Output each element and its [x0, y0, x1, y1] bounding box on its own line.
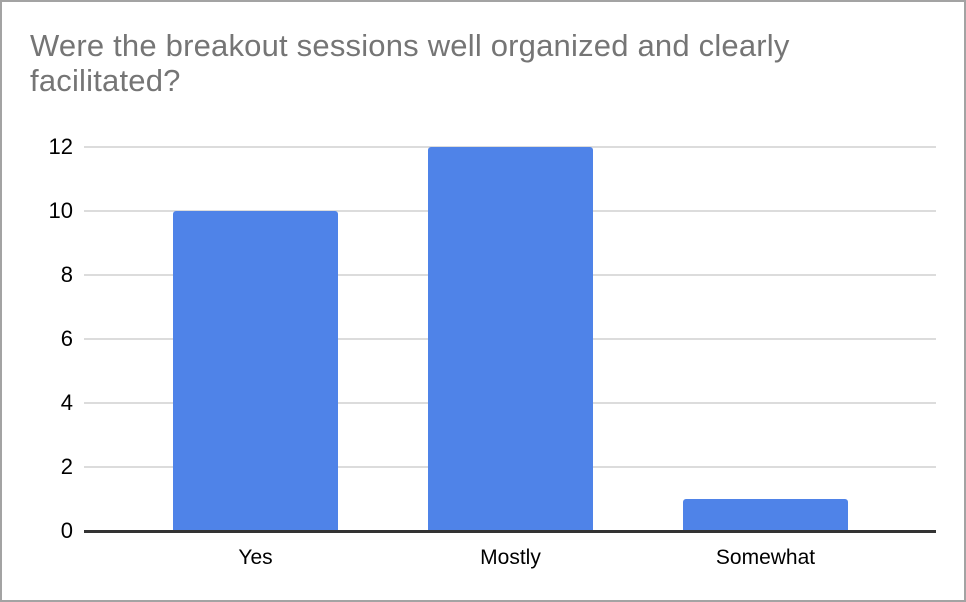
y-tick-label: 6 — [60, 326, 73, 351]
x-category-label: Yes — [238, 546, 273, 569]
y-tick-label: 10 — [48, 198, 73, 223]
x-category-label: Mostly — [480, 546, 541, 569]
bar-mostly[interactable] — [428, 147, 593, 531]
y-tick-label: 4 — [60, 390, 73, 415]
x-axis-line — [84, 530, 936, 533]
chart-title: Were the breakout sessions well organize… — [30, 28, 790, 98]
x-category-label: Somewhat — [715, 546, 816, 569]
bar-yes[interactable] — [173, 211, 338, 531]
y-tick-label: 12 — [48, 134, 73, 159]
y-tick-label: 8 — [60, 262, 73, 287]
y-tick-label: 0 — [60, 518, 73, 543]
bar-somewhat[interactable] — [683, 499, 848, 531]
y-tick-label: 2 — [60, 454, 73, 479]
